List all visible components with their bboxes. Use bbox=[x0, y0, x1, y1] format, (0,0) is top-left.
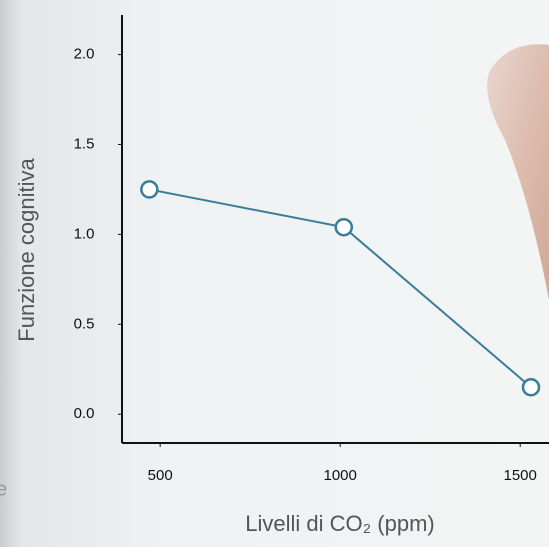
y-tick-label: 0.5 bbox=[74, 315, 95, 332]
y-tick-label: 0.0 bbox=[74, 405, 95, 422]
y-tick-label: 1.0 bbox=[74, 225, 95, 242]
x-tick-label: 1000 bbox=[323, 467, 356, 484]
y-axis-title: Funzione cognitiva bbox=[14, 158, 39, 342]
y-tick-label: 1.5 bbox=[74, 135, 95, 152]
y-tick-label: 2.0 bbox=[74, 46, 95, 63]
x-tick-label: 500 bbox=[148, 467, 173, 484]
annotation: e bbox=[0, 478, 7, 500]
marker bbox=[334, 217, 354, 237]
marker bbox=[521, 378, 541, 397]
marker bbox=[140, 180, 159, 199]
x-tick-label: 1500 bbox=[504, 467, 537, 484]
finger bbox=[487, 44, 549, 301]
x-axis-title: Livelli di CO₂ (ppm) bbox=[245, 511, 434, 536]
